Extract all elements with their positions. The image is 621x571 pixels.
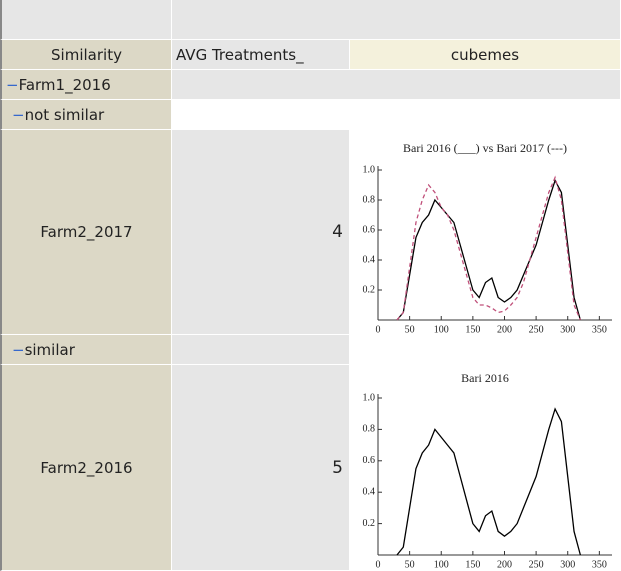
- y-tick-label: 0.6: [363, 455, 376, 466]
- series-line: [396, 175, 581, 321]
- chart-title: Bari 2016 (___) vs Bari 2017 (---): [403, 141, 567, 155]
- subgroup-label: similar: [24, 340, 75, 359]
- y-tick-label: 1.0: [363, 164, 376, 175]
- y-tick-label: 0.8: [363, 194, 376, 205]
- subgroup-row[interactable]: − similar: [0, 335, 172, 365]
- column-header[interactable]: Similarity: [0, 40, 172, 70]
- x-tick-label: 300: [560, 559, 575, 570]
- y-tick-label: 0.2: [363, 284, 376, 295]
- y-tick-label: 0.4: [363, 486, 376, 497]
- x-tick-label: 300: [560, 324, 575, 335]
- subgroup-fill: [172, 335, 350, 365]
- top-blank: [0, 0, 172, 40]
- group-fill: [172, 70, 621, 100]
- y-tick-label: 0.6: [363, 224, 376, 235]
- x-tick-label: 150: [465, 559, 480, 570]
- column-header[interactable]: AVG Treatments_: [172, 40, 350, 70]
- x-tick-label: 250: [529, 324, 544, 335]
- x-tick-label: 50: [405, 324, 415, 335]
- chart-title: Bari 2016: [461, 371, 509, 385]
- y-tick-label: 0.8: [363, 424, 376, 435]
- x-tick-label: 100: [434, 324, 449, 335]
- row-label: Farm2_2017: [0, 130, 172, 335]
- charts: Bari 2016 (___) vs Bari 2017 (---) 0.2 0.4…: [363, 141, 612, 570]
- y-tick-label: 0.4: [363, 254, 376, 265]
- subgroup-label: not similar: [24, 105, 105, 124]
- column-header[interactable]: cubemes: [350, 40, 621, 70]
- x-tick-label: 200: [497, 324, 512, 335]
- x-tick-label: 250: [529, 559, 544, 570]
- x-tick-label: 350: [592, 324, 607, 335]
- x-tick-label: 0: [376, 324, 381, 335]
- x-tick-label: 200: [497, 559, 512, 570]
- x-tick-label: 350: [592, 559, 607, 570]
- y-tick-label: 0.2: [363, 518, 376, 529]
- row-value: 5: [172, 365, 350, 571]
- series-line: [396, 178, 582, 321]
- row-value: 4: [172, 130, 350, 335]
- group-label: Farm1_2016: [18, 75, 111, 94]
- x-tick-label: 0: [376, 559, 381, 570]
- top-blank: [172, 0, 621, 40]
- x-tick-label: 100: [434, 559, 449, 570]
- row-label: Farm2_2016: [0, 365, 172, 571]
- group-row[interactable]: − Farm1_2016: [0, 70, 172, 100]
- x-tick-label: 150: [465, 324, 480, 335]
- y-tick-label: 1.0: [363, 392, 376, 403]
- x-tick-label: 50: [405, 559, 415, 570]
- subgroup-row[interactable]: − not similar: [0, 100, 172, 130]
- series-line: [396, 407, 582, 556]
